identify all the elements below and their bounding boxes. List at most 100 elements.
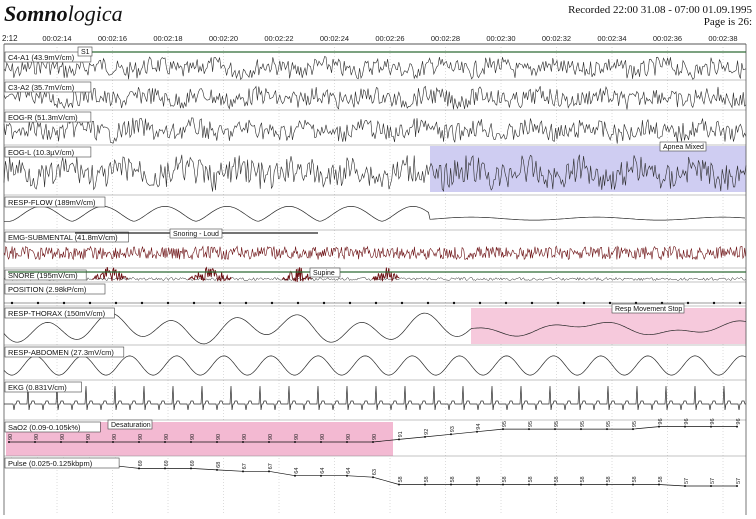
channel-label-box <box>4 81 92 93</box>
value-marker <box>190 467 192 470</box>
value-label: 64 <box>346 468 352 474</box>
value-label: 64 <box>320 468 326 474</box>
position-marker <box>218 301 222 305</box>
position-marker <box>192 301 196 305</box>
channel-label: EMG-SUBMENTAL (41.8mV/cm) <box>8 233 118 242</box>
value-marker <box>138 467 140 470</box>
position-marker <box>322 301 326 305</box>
value-label: 90 <box>164 434 170 440</box>
signal-trace <box>3 355 747 376</box>
value-marker <box>736 425 738 428</box>
signal-trace <box>3 117 747 144</box>
snoring-label-box <box>169 228 223 239</box>
channel-label-box <box>4 51 92 63</box>
position-marker <box>530 301 534 305</box>
time-axis-label: 00:02:34 <box>597 34 626 43</box>
channel-label: C4-A1 (43.9mV/cm) <box>8 53 75 62</box>
value-marker <box>606 428 608 431</box>
signal-trace <box>4 385 746 411</box>
value-marker <box>372 441 374 443</box>
value-label: 96 <box>658 418 664 424</box>
position-marker <box>400 301 404 305</box>
value-label: 64 <box>294 468 300 474</box>
value-label: 90 <box>86 434 92 440</box>
value-label: 58 <box>658 476 664 482</box>
value-label: 90 <box>320 434 326 440</box>
value-label: 95 <box>554 421 560 427</box>
value-label: 96 <box>736 418 742 424</box>
value-marker <box>424 483 426 486</box>
value-label: 90 <box>242 434 248 440</box>
value-label: 90 <box>34 434 40 440</box>
position-marker <box>244 301 248 305</box>
position-marker <box>62 301 66 305</box>
supine-label-box <box>309 267 341 278</box>
position-marker <box>36 301 40 305</box>
position-marker <box>608 301 612 305</box>
value-label: 90 <box>60 434 66 440</box>
position-marker <box>114 301 118 305</box>
value-marker <box>268 441 270 443</box>
position-marker <box>738 301 742 305</box>
value-marker <box>476 430 478 433</box>
snore-burst <box>187 266 232 282</box>
time-axis-label: 00:02:24 <box>320 34 349 43</box>
value-marker <box>502 428 504 431</box>
movement-label-box <box>611 303 685 314</box>
value-label: 90 <box>216 434 222 440</box>
value-label: 69 <box>138 460 144 466</box>
position-marker <box>452 301 456 305</box>
channel-label-box <box>4 307 115 319</box>
value-label: 91 <box>398 431 404 437</box>
s1-label-box <box>77 46 93 57</box>
value-marker <box>450 483 452 486</box>
value-label: 58 <box>580 476 586 482</box>
snoring-label: Snoring - Loud <box>173 231 219 238</box>
time-axis-label: 00:02:28 <box>431 34 460 43</box>
value-label: 67 <box>242 463 248 469</box>
value-marker <box>450 433 452 436</box>
position-marker <box>426 301 430 305</box>
value-label: 90 <box>112 434 118 440</box>
value-label: 94 <box>476 424 482 430</box>
position-marker <box>712 301 716 305</box>
channel-label-box <box>4 421 101 433</box>
value-label: 90 <box>372 434 378 440</box>
snore-burst <box>371 267 400 282</box>
recording-period: Recorded 22:00 31.08 - 07:00 01.09.1995 <box>568 4 752 16</box>
value-label: 67 <box>268 463 274 469</box>
value-label: 63 <box>372 469 378 475</box>
value-marker <box>294 441 296 443</box>
value-label: 58 <box>528 476 534 482</box>
time-axis-label: 00:02:14 <box>42 34 71 43</box>
value-marker <box>580 428 582 431</box>
value-marker <box>346 474 348 477</box>
value-marker <box>320 474 322 477</box>
signal-trace <box>4 206 746 222</box>
value-marker <box>632 428 634 431</box>
channel-label-box <box>4 269 87 281</box>
value-marker <box>398 438 400 441</box>
movement-label: Resp Movement Stop <box>615 306 682 313</box>
value-label: 95 <box>606 421 612 427</box>
channel-label: RESP-FLOW (189mV/cm) <box>8 198 96 207</box>
position-marker <box>556 301 560 305</box>
position-marker <box>686 301 690 305</box>
position-marker <box>478 301 482 305</box>
value-marker <box>554 483 556 486</box>
channel-label-box <box>4 196 106 208</box>
value-label: 58 <box>476 476 482 482</box>
position-marker <box>374 301 378 305</box>
time-axis-label: 00:02:36 <box>653 34 682 43</box>
position-marker <box>88 301 92 305</box>
value-label: 58 <box>450 476 456 482</box>
value-marker <box>242 470 244 473</box>
value-label: 69 <box>164 460 170 466</box>
value-marker <box>398 483 400 486</box>
apnea-label-box <box>659 141 707 152</box>
value-label: 93 <box>450 426 456 432</box>
signal-trace <box>3 312 747 345</box>
time-axis-label: 00:02:16 <box>98 34 127 43</box>
snore-burst <box>281 267 312 283</box>
